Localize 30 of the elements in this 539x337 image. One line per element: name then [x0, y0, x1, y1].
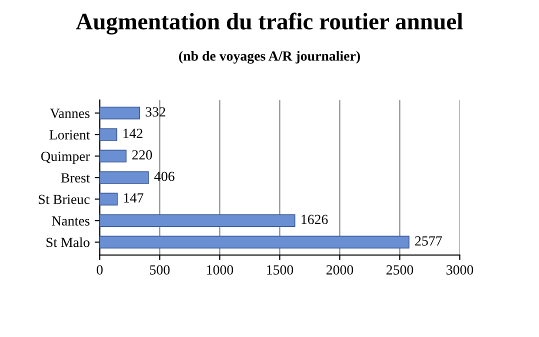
bar	[100, 192, 118, 206]
x-tick-label: 3000	[446, 265, 474, 275]
x-tick-label: 0	[96, 265, 103, 275]
y-tick-label: Quimper	[41, 152, 90, 164]
chart-subtitle: (nb de voyages A/R journalier)	[179, 50, 360, 64]
y-tick-label: Lorient	[50, 130, 90, 140]
data-label: 142	[124, 128, 142, 138]
y-tick-label: St Brieuc	[38, 194, 90, 204]
y-tick-label: Brest	[61, 173, 90, 183]
bar	[100, 236, 410, 248]
data-label: 332	[146, 107, 166, 117]
data-label: 147	[124, 193, 144, 202]
data-label: 406	[154, 172, 174, 182]
data-label: 220	[132, 150, 152, 160]
x-tick-label: 2000	[326, 265, 354, 275]
bar	[100, 214, 296, 227]
bar	[100, 171, 149, 184]
x-tick-label: 1000	[207, 265, 234, 275]
data-label: 2577	[415, 236, 442, 246]
y-tick-label: St Malo	[46, 237, 90, 248]
x-tick-label: 500	[150, 265, 170, 275]
bar	[100, 150, 127, 162]
chart-title: Augmentation du trafic routier annuel	[76, 12, 463, 35]
y-tick-label: Nantes	[52, 216, 90, 226]
bar	[100, 106, 140, 120]
bar	[100, 128, 118, 141]
y-tick-label: Vannes	[50, 108, 90, 118]
x-tick-label: 2500	[386, 265, 414, 275]
x-tick-label: 1500	[267, 265, 294, 275]
data-label: 1626	[302, 214, 328, 224]
